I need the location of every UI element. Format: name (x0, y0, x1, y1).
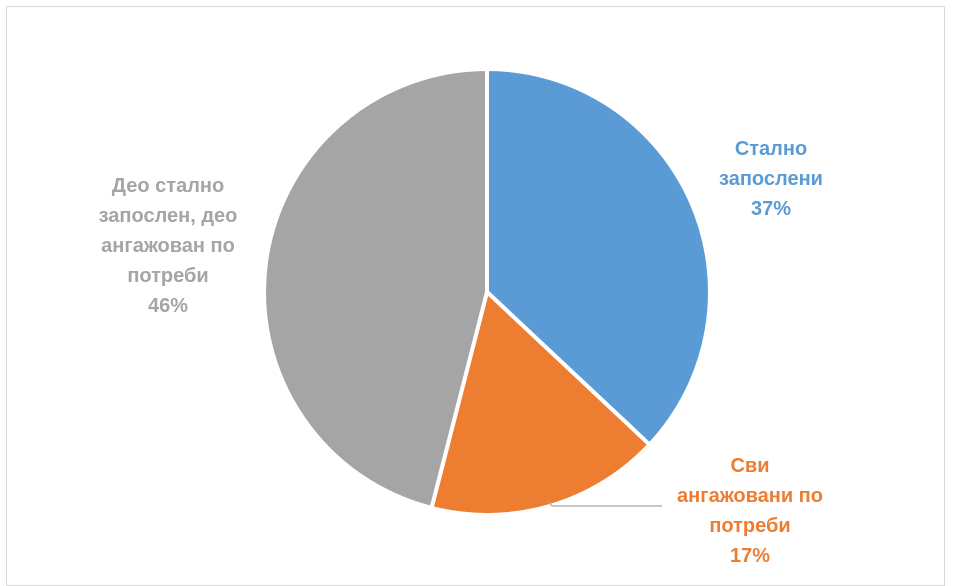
slice-name-line: Стално (735, 138, 807, 160)
slice-label-2: Сви ангажовани по потреби 17% (677, 455, 823, 567)
leader-line-svi (547, 500, 662, 507)
slice-percent-label: 17% (730, 545, 770, 567)
slice-name-line: Сви (730, 455, 769, 477)
slice-name-line: Део стално (112, 175, 224, 197)
slice-name-line: потреби (709, 515, 790, 537)
slice-percent-label: 37% (751, 198, 791, 220)
slice-percent-label: 46% (148, 295, 188, 317)
slice-labels: Стално запослени 37% Сви ангажовани по потреб… (99, 138, 823, 567)
pie-slice-1 (485, 67, 712, 447)
pie-slice-2 (429, 290, 652, 517)
slice-name-line: ангажовани по (677, 485, 823, 507)
slice-name-line: запослен, део (99, 205, 238, 227)
pie-slices (262, 67, 712, 517)
leader-lines (547, 500, 662, 507)
slice-label-1: Стално запослени 37% (719, 138, 823, 220)
slice-name-line: потреби (127, 265, 208, 287)
pie-slice-3 (262, 67, 489, 510)
slice-label-3: Део стално запослен, део ангажован по потре… (99, 175, 238, 317)
slice-name-line: запослени (719, 168, 823, 190)
slice-name-line: ангажован по (101, 235, 235, 257)
